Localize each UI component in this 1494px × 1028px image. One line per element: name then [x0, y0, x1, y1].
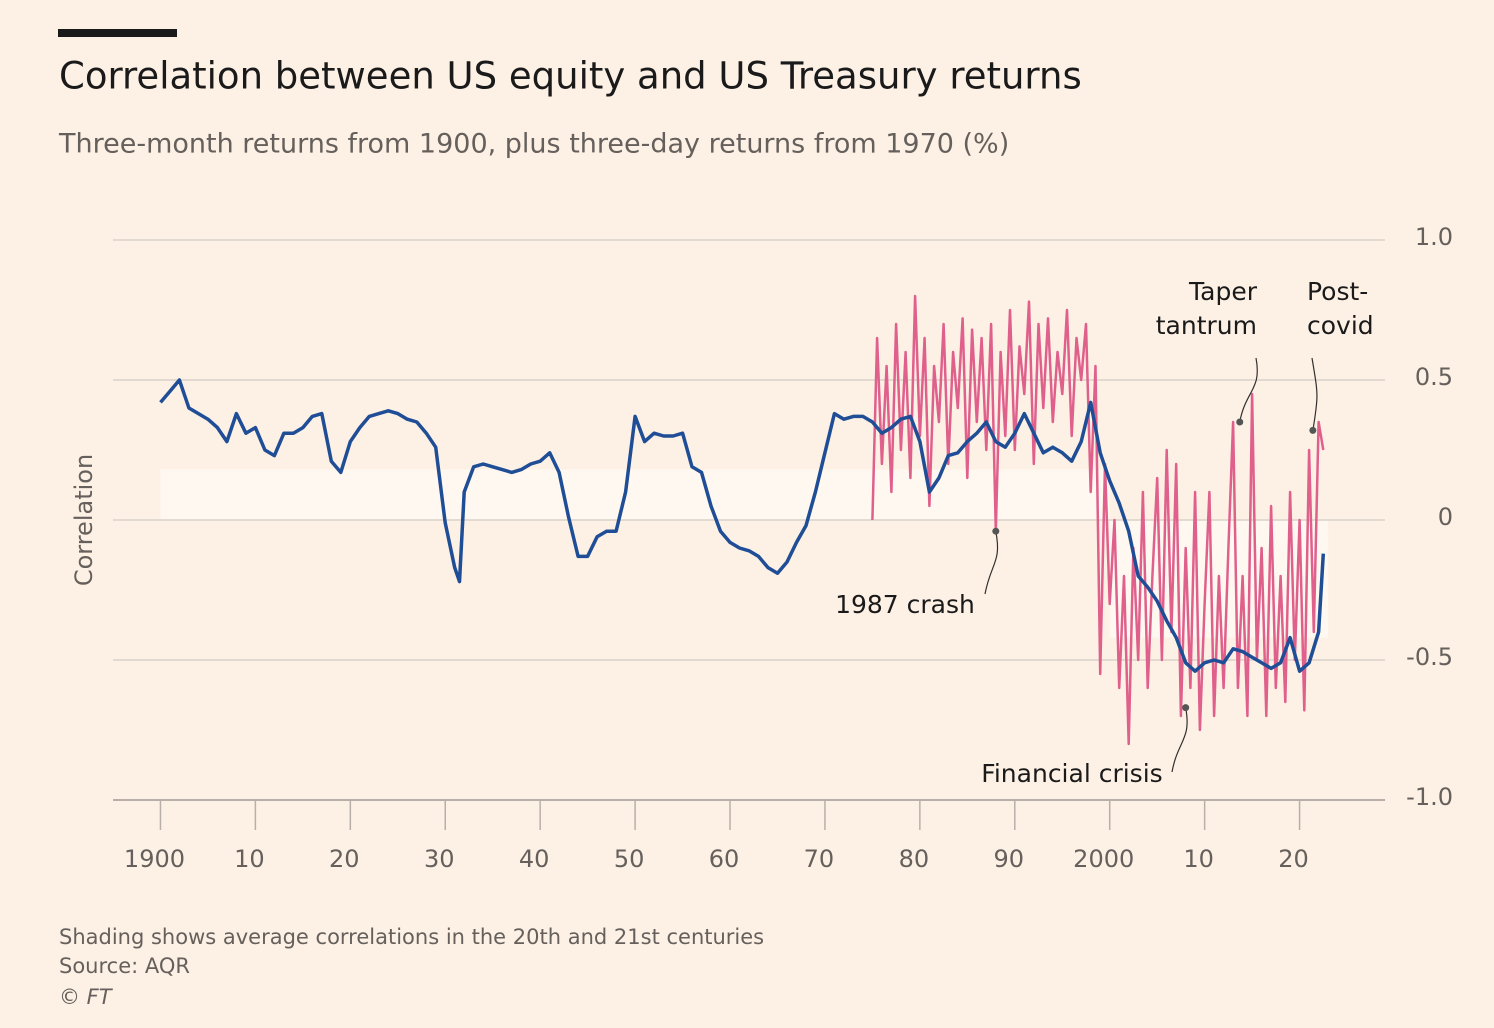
average-shading [160, 469, 1110, 520]
source: Source: AQR [59, 954, 190, 978]
annotation-point [992, 527, 1000, 535]
annotation-label: Post- [1307, 277, 1368, 306]
annotation-point [1236, 418, 1244, 426]
chart-subtitle: Three-month returns from 1900, plus thre… [58, 129, 1009, 160]
x-tick-label: 80 [899, 845, 930, 873]
y-tick-label: -1.0 [1406, 783, 1453, 811]
annotation-connector [1239, 357, 1258, 423]
header-bar [58, 29, 177, 37]
x-tick-label: 20 [1278, 845, 1309, 873]
note: Shading shows average correlations in th… [59, 925, 764, 949]
x-tick-label: 30 [424, 845, 455, 873]
copyright: © FT [59, 985, 114, 1009]
x-tick-label: 10 [234, 845, 265, 873]
y-axis-label: Correlation [70, 454, 98, 586]
annotation-label: 1987 crash [835, 590, 975, 619]
annotation-label: tantrum [1156, 311, 1257, 340]
x-tick-label: 60 [709, 845, 740, 873]
annotation-connector [1171, 707, 1188, 773]
x-tick-label: 70 [804, 845, 835, 873]
y-tick-label: 0.5 [1415, 363, 1453, 391]
series-line [159, 378, 1326, 673]
x-tick-label: 1900 [124, 845, 185, 873]
x-tick-label: 50 [614, 845, 645, 873]
x-tick-label: 10 [1183, 845, 1214, 873]
x-tick-label: 90 [994, 845, 1025, 873]
plot: 1.0 0.5 0 -0.5 -1.0 1900 10 20 30 40 50 60 70 80 90 200… [113, 223, 1453, 873]
annotation-point [1182, 704, 1190, 712]
chart-title: Correlation between US equity and US Tre… [59, 55, 1082, 98]
x-tick-label: 40 [519, 845, 550, 873]
x-tick-label: 20 [329, 845, 360, 873]
annotation-label: Taper [1188, 277, 1258, 306]
y-tick-label: 0 [1438, 503, 1453, 531]
annotation-label: Financial crisis [981, 759, 1162, 788]
annotation-connector [984, 531, 999, 595]
x-tick-label: 2000 [1073, 845, 1134, 873]
series-line [871, 294, 1325, 746]
y-tick-label: 1.0 [1415, 223, 1453, 251]
annotation-point [1309, 426, 1317, 434]
annotation-label: covid [1307, 311, 1374, 340]
y-tick-label: -0.5 [1406, 643, 1453, 671]
annotation-connector [1311, 357, 1318, 431]
